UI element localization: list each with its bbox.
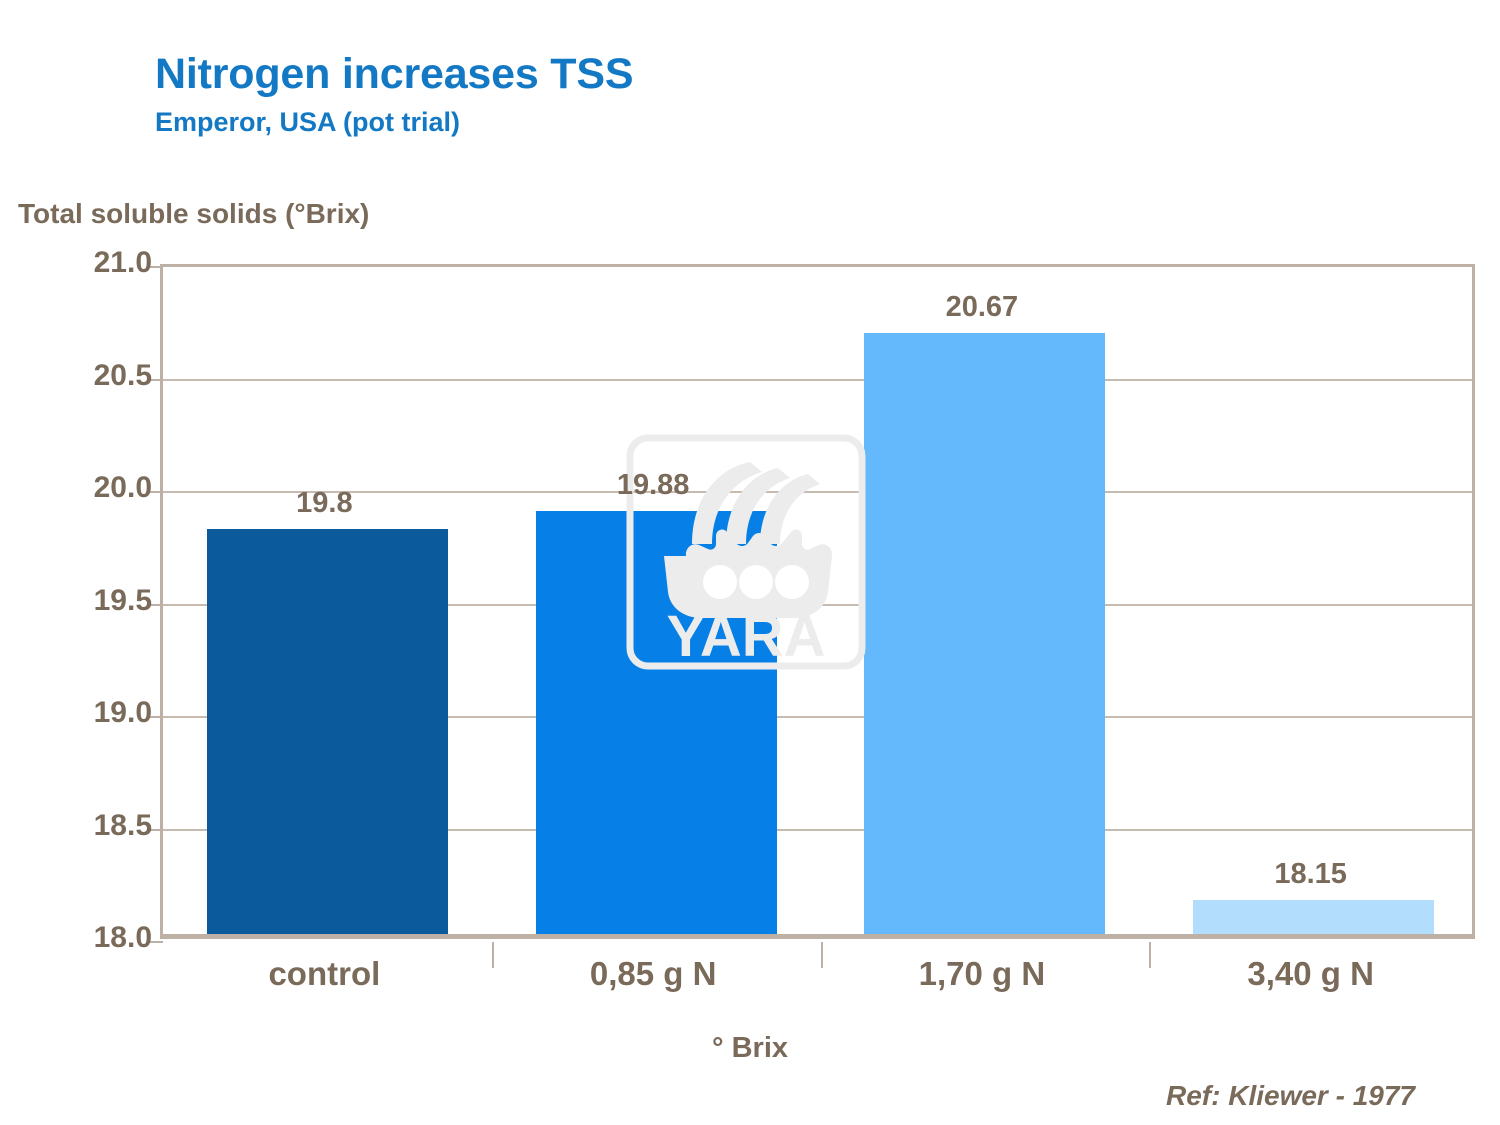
y-axis-tick-label: 20.5 — [93, 358, 152, 392]
page-subtitle: Emperor, USA (pot trial) — [155, 107, 461, 138]
bar-control[interactable] — [206, 529, 448, 934]
y-axis-tick-label: 19.0 — [93, 696, 152, 729]
gridline — [163, 378, 1472, 381]
gridline — [163, 828, 1472, 831]
bar-value-label: 20.67 — [945, 291, 1019, 324]
bar-value-label: 19.88 — [616, 469, 690, 501]
y-axis-tick — [149, 603, 163, 606]
y-axis-tick-label: 21.0 — [93, 246, 152, 279]
x-axis-category-label: control — [268, 955, 381, 992]
plot-area — [149, 264, 1475, 968]
y-axis-tick — [149, 828, 163, 831]
y-axis-tick-label: 18.5 — [93, 808, 152, 842]
y-axis-tick — [149, 266, 163, 268]
bar-1-70-g-n[interactable] — [864, 333, 1106, 934]
bar-value-label: 19.8 — [296, 487, 353, 519]
gridline — [163, 716, 1472, 718]
y-axis-tick — [149, 941, 163, 943]
page-title: Nitrogen increases TSS — [155, 50, 634, 98]
y-axis-tick — [149, 378, 163, 381]
x-axis-tick — [1149, 942, 1152, 968]
y-axis-tick-label: 18.0 — [93, 921, 152, 954]
y-axis-tick — [149, 491, 163, 493]
bar-3-40-g-n[interactable] — [1193, 900, 1435, 934]
y-axis-tick-label: 20.0 — [93, 471, 152, 504]
bar-0-85-g-n[interactable] — [535, 511, 777, 934]
title-block: Nitrogen increases TSS Emperor, USA (pot… — [155, 50, 634, 138]
x-axis-category-label: 1,70 g N — [918, 955, 1046, 992]
x-axis-category-label: 0,85 g N — [589, 955, 717, 992]
bar-value-label: 18.15 — [1274, 858, 1347, 891]
x-axis-tick — [820, 942, 823, 968]
x-axis-tick — [491, 942, 494, 968]
y-axis-title: Total soluble solids (°Brix) — [18, 198, 370, 229]
x-axis-title: ° Brix — [711, 1032, 789, 1064]
reference-note: Ref: Kliewer - 1977 — [1166, 1080, 1415, 1111]
x-axis-category-label: 3,40 g N — [1247, 955, 1374, 992]
y-axis-tick — [149, 716, 163, 718]
y-axis-tick-label: 19.5 — [93, 583, 152, 617]
